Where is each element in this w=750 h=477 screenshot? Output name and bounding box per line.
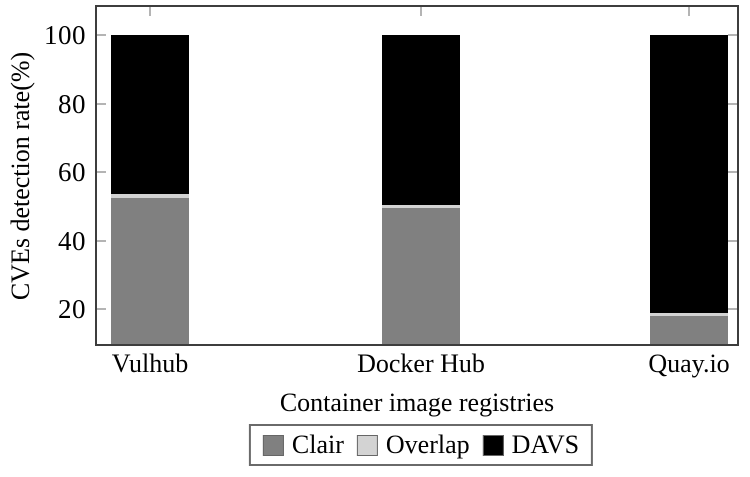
legend-item-davs: DAVS [482,430,580,459]
y-tick-right [728,308,737,311]
x-axis-title: Container image registries [279,388,555,417]
bar-segment-clair [382,208,460,344]
x-tick-label-docker-hub: Docker Hub [357,349,485,378]
legend-swatch-davs [482,434,504,456]
x-tick-label-vulhub: Vulhub [111,349,189,378]
bar-segment-clair [650,315,728,344]
bar-segment-davs [650,35,728,313]
bar-segment-overlap [650,312,728,316]
y-tick-label: 40 [58,225,86,256]
bar-segment-overlap [382,204,460,209]
x-tick-label-quay-io: Quay.io [648,349,730,378]
y-tick-right [728,171,737,174]
bar-segment-clair [111,197,189,344]
y-tick-label: 80 [58,88,86,119]
bar-segment-davs [111,35,189,195]
y-tick-left [97,34,106,37]
legend-label-overlap: Overlap [385,430,470,459]
legend-label-clair: Clair [291,430,344,459]
bar-segment-davs [382,35,460,205]
x-tick-top [688,7,690,16]
legend-label-davs: DAVS [511,430,580,459]
y-tick-left [97,102,106,105]
y-tick-left [97,239,106,242]
y-tick-label: 60 [58,157,86,188]
plot-area [95,5,739,346]
y-tick-left [97,171,106,174]
x-tick-top [420,7,422,16]
legend-item-overlap: Overlap [356,430,470,459]
legend-box: Clair Overlap DAVS [248,424,594,466]
y-tick-label: 20 [58,294,86,325]
y-tick-label: 100 [44,20,86,51]
legend-swatch-clair [262,434,284,456]
x-tick-top [149,7,151,16]
y-tick-right [728,102,737,105]
y-tick-right [728,239,737,242]
legend-item-clair: Clair [262,430,344,459]
y-tick-right [728,34,737,37]
bar-segment-overlap [111,194,189,198]
y-tick-left [97,308,106,311]
legend-swatch-overlap [356,434,378,456]
